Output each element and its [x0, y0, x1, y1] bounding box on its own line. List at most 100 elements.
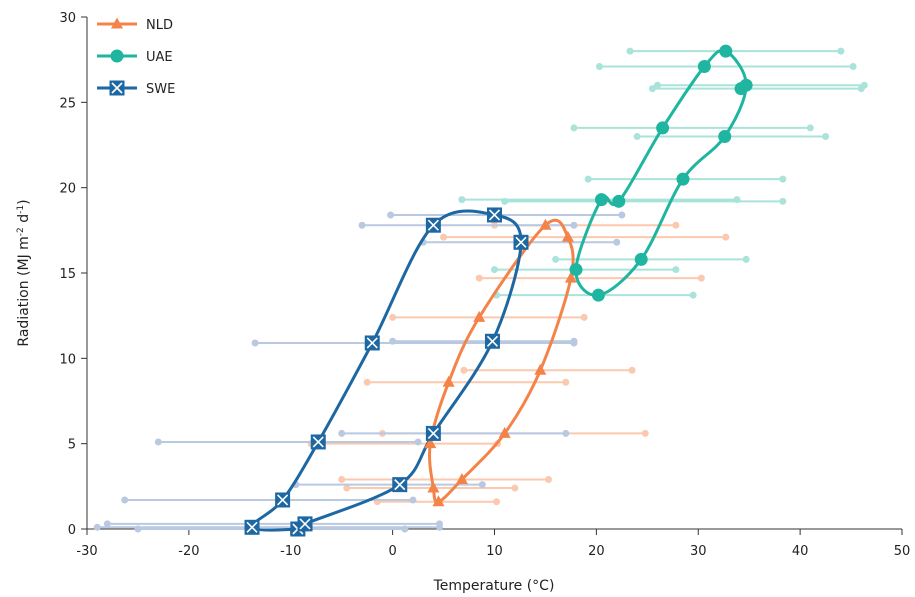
- range-max-dot: [401, 525, 409, 533]
- point-marker: [718, 129, 732, 143]
- point-marker: [739, 78, 753, 92]
- range-max-dot: [511, 484, 519, 492]
- range-max-dot: [570, 221, 578, 229]
- marker-cross: [486, 335, 499, 347]
- range-max-dot: [580, 313, 588, 321]
- point-marker: [498, 426, 511, 438]
- point-marker: [109, 80, 125, 96]
- legend: NLD UAE SWE: [97, 17, 175, 97]
- range-min-dot: [387, 211, 395, 219]
- y-axis-title-superscript: -2: [16, 227, 26, 236]
- point-marker: [455, 473, 468, 485]
- y-tick-label: 0: [68, 523, 76, 538]
- range-min-dot: [363, 378, 371, 386]
- point-marker: [564, 271, 577, 283]
- point-marker: [364, 335, 380, 351]
- point-marker: [634, 252, 648, 266]
- loop-curves: [250, 48, 748, 532]
- range-max-dot: [806, 124, 814, 132]
- point-marker: [561, 230, 574, 242]
- point-marker: [297, 516, 313, 532]
- point-marker: [425, 217, 441, 233]
- range-min-dot: [570, 124, 578, 132]
- range-max-dot: [689, 291, 697, 299]
- range-min-dot: [121, 496, 129, 504]
- y-tick-label: 20: [59, 182, 76, 197]
- range-max-dot: [722, 233, 730, 241]
- range-min-dot: [475, 274, 483, 282]
- range-max-dot: [837, 47, 845, 55]
- y-tick-label: 30: [59, 11, 76, 26]
- marker-cross: [111, 82, 123, 94]
- range-max-dot: [544, 476, 552, 484]
- point-marker: [534, 363, 547, 375]
- range-max-dot: [478, 481, 486, 489]
- point-marker: [424, 437, 437, 449]
- x-tick-label: -20: [178, 544, 199, 559]
- point-marker: [719, 44, 733, 58]
- y-axis-title-part: d: [16, 214, 32, 227]
- range-min-dot: [134, 525, 142, 533]
- y-axis-title-superscript: -1: [16, 205, 26, 214]
- y-axis-title: Radiation (MJ m-2 d-1): [16, 199, 32, 346]
- marker-cross: [312, 436, 324, 448]
- range-min-dot: [440, 233, 448, 241]
- y-axis-title-part: ): [16, 199, 32, 204]
- marker-cross: [427, 427, 439, 439]
- range-min-dot: [389, 313, 397, 321]
- range-min-dot: [654, 81, 661, 89]
- range-max-dot: [742, 255, 750, 263]
- y-tick-label: 5: [68, 438, 76, 453]
- point-marker: [591, 288, 605, 302]
- point-marker: [111, 17, 123, 29]
- y-tick-label: 15: [59, 267, 76, 282]
- legend-label: UAE: [146, 50, 173, 65]
- range-min-dot: [389, 337, 397, 345]
- point-marker: [539, 218, 552, 230]
- point-marker: [656, 121, 670, 135]
- x-tick-label: 0: [388, 544, 396, 559]
- range-min-dot: [458, 196, 466, 204]
- x-tick-label: -30: [76, 544, 97, 559]
- range-min-dot: [595, 62, 603, 70]
- point-marker: [275, 492, 291, 508]
- y-tick-label: 25: [59, 96, 76, 111]
- point-marker: [442, 375, 455, 387]
- legend-label: NLD: [146, 18, 173, 33]
- x-tick-label: 50: [894, 544, 911, 559]
- range-max-dot: [628, 366, 636, 374]
- point-marker: [432, 495, 445, 507]
- point-marker: [569, 263, 583, 277]
- marker-cross: [299, 518, 311, 530]
- range-min-dot: [251, 339, 259, 347]
- range-min-dot: [358, 221, 366, 229]
- range-min-dot: [93, 523, 101, 531]
- range-min-dot: [460, 366, 468, 374]
- marker-cross: [515, 236, 527, 248]
- x-axis-title: Temperature (°C): [433, 578, 555, 594]
- x-tick-label: 20: [588, 544, 605, 559]
- marker-cross: [277, 494, 289, 506]
- range-max-dot: [822, 132, 830, 140]
- range-max-dot: [849, 62, 857, 70]
- x-tick-label: 40: [792, 544, 809, 559]
- range-min-dot: [338, 476, 346, 484]
- ticks: -30 -20 -10 0 10 20 30 40 50 0 5 10 15 20 25 30: [59, 11, 910, 559]
- point-marker: [110, 49, 124, 63]
- range-max-dot: [493, 498, 501, 506]
- point-marker: [473, 310, 486, 322]
- marker-cross: [246, 521, 258, 533]
- markers: [244, 44, 753, 537]
- point-marker: [427, 481, 440, 493]
- range-max-dot: [779, 175, 787, 183]
- point-marker: [392, 477, 408, 493]
- range-max-dot: [860, 81, 868, 89]
- legend-label: SWE: [146, 82, 175, 97]
- range-min-dot: [491, 266, 498, 274]
- range-min-dot: [338, 429, 346, 437]
- y-axis-title-part: Radiation (MJ m: [16, 236, 32, 346]
- point-marker: [513, 234, 529, 250]
- range-max-dot: [613, 238, 621, 246]
- point-marker: [425, 425, 441, 441]
- range-max-dot: [779, 197, 787, 205]
